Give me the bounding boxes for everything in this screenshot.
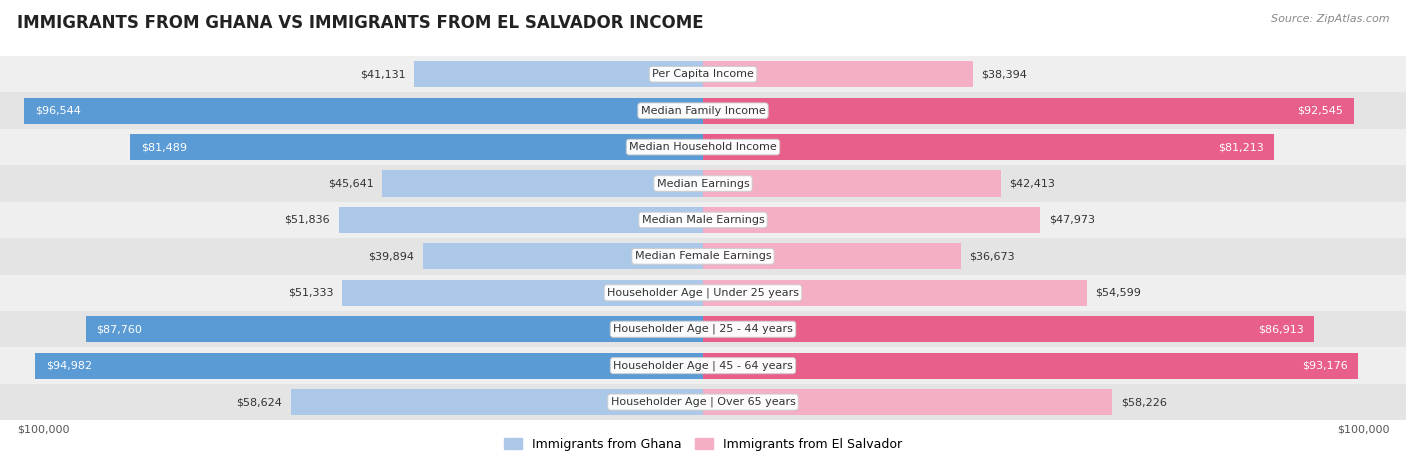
Legend: Immigrants from Ghana, Immigrants from El Salvador: Immigrants from Ghana, Immigrants from E… [499,433,907,456]
Text: $93,176: $93,176 [1302,361,1347,371]
Text: Householder Age | Over 65 years: Householder Age | Over 65 years [610,397,796,407]
Bar [0,384,1406,420]
Text: $86,913: $86,913 [1258,324,1303,334]
Text: $41,131: $41,131 [360,69,405,79]
Text: $100,000: $100,000 [1337,425,1389,435]
Bar [703,98,1354,124]
Text: $87,760: $87,760 [97,324,142,334]
Bar [703,243,960,269]
Bar [0,238,1406,275]
Bar [0,92,1406,129]
Bar [0,311,1406,347]
Bar [35,353,703,379]
Text: $47,973: $47,973 [1049,215,1095,225]
Text: $81,489: $81,489 [141,142,187,152]
Text: Median Family Income: Median Family Income [641,106,765,116]
Text: $36,673: $36,673 [969,251,1015,262]
Bar [423,243,703,269]
Bar [342,280,703,306]
Text: Per Capita Income: Per Capita Income [652,69,754,79]
Text: Householder Age | 45 - 64 years: Householder Age | 45 - 64 years [613,361,793,371]
Bar [703,207,1040,233]
Text: Median Earnings: Median Earnings [657,178,749,189]
Bar [86,316,703,342]
Bar [0,347,1406,384]
Bar [131,134,703,160]
Bar [703,316,1315,342]
Text: $100,000: $100,000 [17,425,69,435]
Bar [291,389,703,415]
Bar [703,134,1274,160]
Text: Median Household Income: Median Household Income [628,142,778,152]
Text: $96,544: $96,544 [35,106,80,116]
Text: $92,545: $92,545 [1298,106,1343,116]
Text: Householder Age | 25 - 44 years: Householder Age | 25 - 44 years [613,324,793,334]
Bar [382,170,703,197]
Bar [703,61,973,87]
Bar [0,56,1406,92]
Bar [0,165,1406,202]
Text: $81,213: $81,213 [1218,142,1264,152]
Bar [0,202,1406,238]
Bar [24,98,703,124]
Text: $38,394: $38,394 [981,69,1028,79]
Text: $51,836: $51,836 [284,215,330,225]
Text: Median Male Earnings: Median Male Earnings [641,215,765,225]
Text: Median Female Earnings: Median Female Earnings [634,251,772,262]
Bar [703,170,1001,197]
Text: $51,333: $51,333 [288,288,333,298]
Text: Householder Age | Under 25 years: Householder Age | Under 25 years [607,288,799,298]
Bar [413,61,703,87]
Bar [339,207,703,233]
Bar [703,353,1358,379]
Bar [0,129,1406,165]
Text: $54,599: $54,599 [1095,288,1142,298]
Text: $58,624: $58,624 [236,397,283,407]
Text: $42,413: $42,413 [1010,178,1056,189]
Bar [703,389,1112,415]
Text: IMMIGRANTS FROM GHANA VS IMMIGRANTS FROM EL SALVADOR INCOME: IMMIGRANTS FROM GHANA VS IMMIGRANTS FROM… [17,14,703,32]
Bar [703,280,1087,306]
Bar [0,275,1406,311]
Text: $94,982: $94,982 [46,361,91,371]
Text: Source: ZipAtlas.com: Source: ZipAtlas.com [1271,14,1389,24]
Text: $58,226: $58,226 [1121,397,1167,407]
Text: $39,894: $39,894 [368,251,415,262]
Text: $45,641: $45,641 [328,178,374,189]
